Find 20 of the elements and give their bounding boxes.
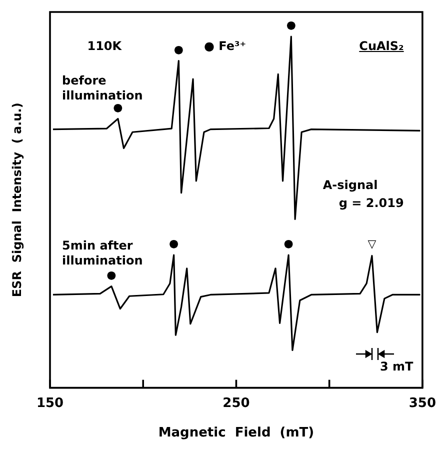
annotation: 110K	[87, 38, 122, 53]
annotation: ●	[174, 42, 184, 56]
annotation: g = 2.019	[338, 196, 404, 210]
x-tick-label: 150	[36, 396, 64, 411]
text: 5min after illumination	[62, 238, 143, 268]
annotation: ●	[286, 18, 296, 32]
annotation: A-signal	[322, 178, 378, 192]
annotation: ●	[106, 268, 116, 282]
x-axis-title: Magnetic Field (mT)	[158, 426, 314, 441]
text: before illumination	[62, 73, 143, 102]
annotation: ●	[284, 237, 294, 250]
x-tick-label: 350	[408, 396, 436, 411]
annotation: ●	[113, 100, 123, 114]
x-tick-label: 250	[222, 396, 250, 411]
y-axis-title: ESR Signal Intensity ( a.u.)	[10, 102, 24, 298]
annotation: CuAlS₂	[359, 38, 404, 53]
annotation: ●	[169, 237, 179, 250]
annotation: ● Fe³⁺	[204, 38, 246, 53]
annotation: ▽	[368, 238, 377, 251]
annotation: 3 mT	[380, 359, 414, 374]
